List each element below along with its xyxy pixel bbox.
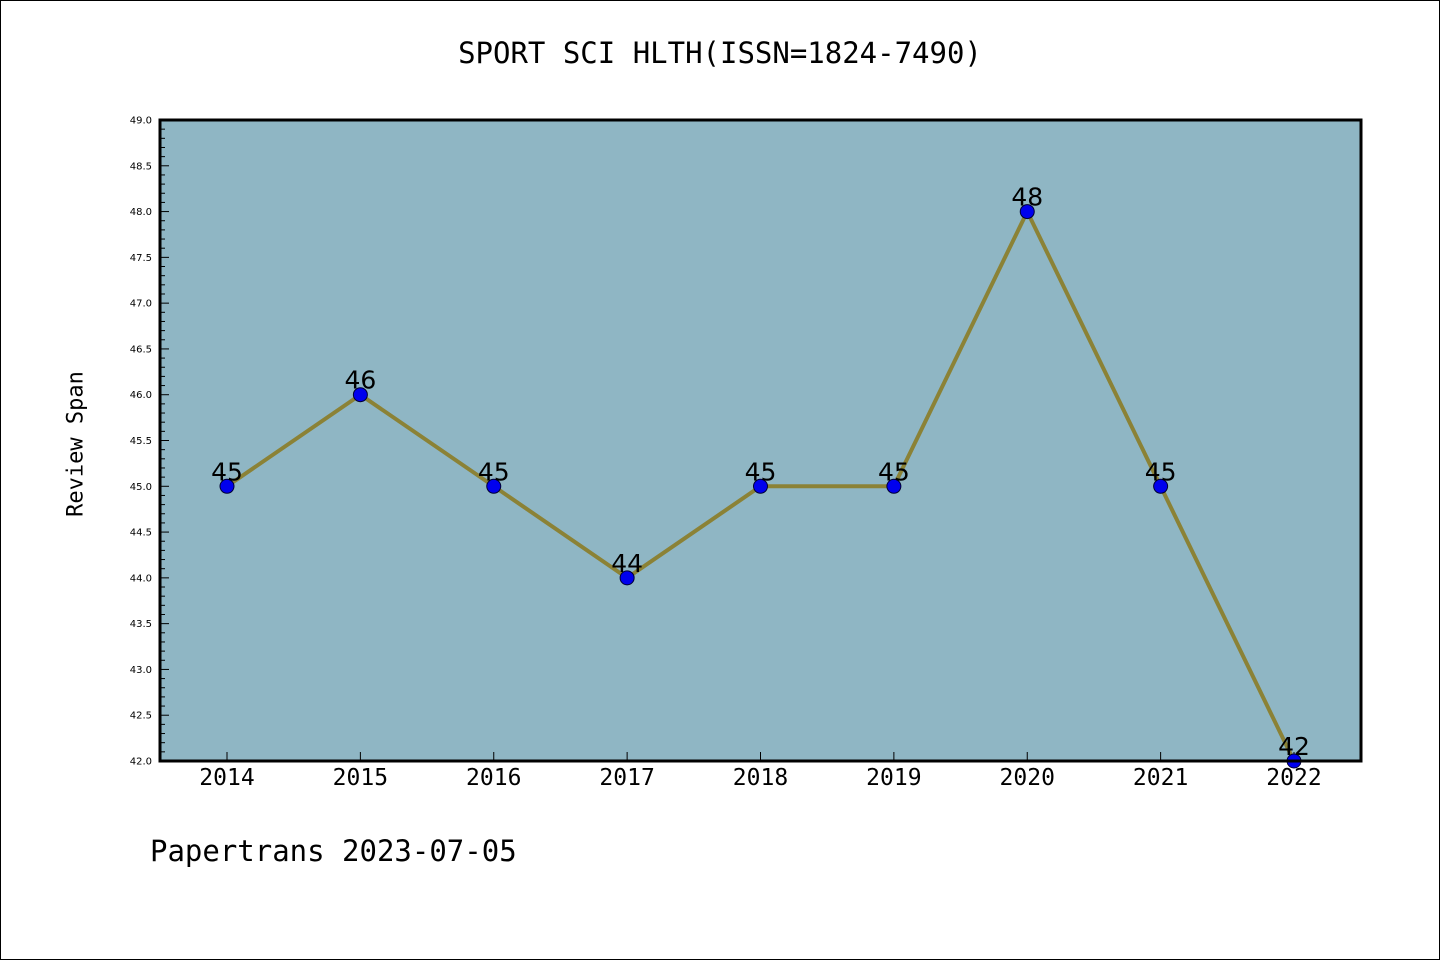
- y-tick-label: 42.0: [130, 757, 152, 768]
- y-tick-label: 45.0: [130, 482, 152, 493]
- data-point: [352, 387, 368, 403]
- data-labels: 45 46 45 44 45 45 48 45 42: [211, 183, 1310, 761]
- x-tick-label: 2020: [1000, 765, 1055, 791]
- x-axis-ticks: 2014 2015 2016 2017 2018 2019 2020 2021 2022: [199, 752, 1322, 791]
- data-label: 46: [344, 366, 376, 395]
- y-tick-label: 48.5: [130, 161, 152, 172]
- x-tick-label: 2015: [333, 765, 388, 791]
- data-point: [753, 478, 768, 494]
- y-tick-label: 43.5: [130, 619, 152, 630]
- data-label: 42: [1278, 732, 1310, 761]
- x-tick-label: 2014: [199, 765, 254, 791]
- x-tick-label: 2019: [866, 765, 921, 791]
- x-tick-label: 2018: [733, 765, 788, 791]
- data-point: [1153, 478, 1169, 494]
- footer-note: Papertrans 2023-07-05: [150, 834, 517, 868]
- y-tick-label: 46.0: [130, 390, 152, 401]
- x-tick-label: 2021: [1133, 765, 1188, 791]
- y-tick-label: 47.5: [130, 253, 152, 264]
- data-label: 45: [211, 457, 243, 486]
- data-label: 45: [1145, 457, 1177, 486]
- x-tick-label: 2017: [599, 765, 654, 791]
- data-point: [619, 570, 635, 586]
- data-label: 45: [745, 457, 777, 486]
- y-tick-label: 42.5: [130, 711, 152, 722]
- data-point: [486, 478, 502, 494]
- x-tick-label: 2016: [466, 765, 521, 791]
- data-point: [1019, 204, 1035, 220]
- plot-area: [160, 120, 1361, 761]
- data-label: 44: [611, 549, 643, 578]
- y-tick-label: 47.0: [130, 299, 152, 310]
- data-label: 48: [1011, 183, 1043, 212]
- y-tick-label: 46.5: [130, 344, 152, 355]
- data-point: [219, 478, 235, 494]
- y-tick-label: 44.5: [130, 528, 152, 539]
- x-tick-label: 2022: [1266, 765, 1321, 791]
- data-markers: [219, 204, 1302, 769]
- y-axis-ticks: 42.0 42.5 43.0 43.5 44.0 44.5 45.0 45.5 46.0 46.5…: [130, 116, 169, 768]
- y-tick-label: 49.0: [130, 116, 152, 127]
- chart-title: SPORT SCI HLTH(ISSN=1824-7490): [458, 36, 982, 70]
- y-tick-label: 48.0: [130, 207, 152, 218]
- data-point: [886, 478, 902, 494]
- data-label: 45: [478, 457, 510, 486]
- y-tick-label: 44.0: [130, 573, 152, 584]
- plot-border: [158, 118, 1363, 763]
- data-label: 45: [878, 457, 910, 486]
- y-tick-label: 45.5: [130, 436, 152, 447]
- y-tick-label: 43.0: [130, 665, 152, 676]
